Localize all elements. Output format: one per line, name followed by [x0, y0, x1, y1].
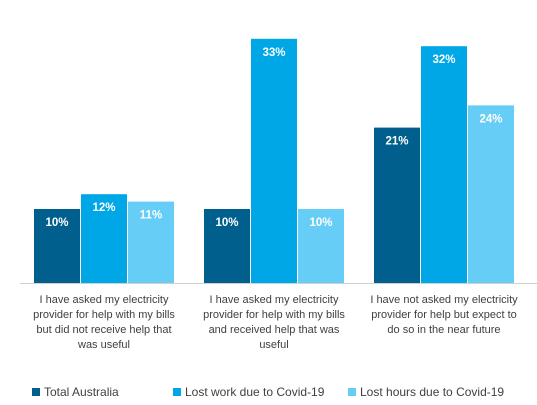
category-label-1-line-1: I have asked my electricity [40, 294, 169, 306]
category-label-1-line-3: but did not receive help that [36, 324, 171, 336]
legend-label-3: Lost hours due to Covid-19 [360, 385, 504, 399]
category-label-2-line-3: and received help that was [209, 324, 340, 336]
bar-1-1 [34, 209, 80, 283]
data-label-3-2: 32% [432, 54, 455, 66]
category-label-1-line-2: provider for help with my bills [33, 309, 175, 321]
data-label-3-3: 24% [479, 113, 502, 125]
legend-swatch-3 [348, 388, 356, 396]
bar-3-1 [374, 127, 420, 283]
category-label-2-line-1: I have asked my electricity [210, 294, 339, 306]
category-labels: I have asked my electricity provider for … [33, 294, 518, 351]
legend-swatch-2 [173, 388, 181, 396]
data-label-1-3: 11% [140, 210, 162, 222]
bar-3-3 [468, 105, 514, 284]
bars-group: 10% 12% 11% 10% 33% 10% 21% 32% 24% [34, 38, 514, 284]
data-label-1-2: 12% [92, 202, 115, 214]
category-label-2-line-4: useful [259, 339, 288, 351]
data-label-2-2: 33% [262, 47, 285, 59]
bar-1-3 [128, 201, 174, 283]
category-label-2-line-2: provider for help with my bills [203, 309, 345, 321]
category-label-3-line-2: provider for help but expect to [371, 309, 517, 321]
bar-3-2 [421, 46, 467, 284]
legend-swatch-1 [32, 388, 40, 396]
legend: Total Australia Lost work due to Covid-19… [32, 385, 504, 399]
legend-label-2: Lost work due to Covid-19 [185, 385, 325, 399]
legend-label-1: Total Australia [44, 385, 119, 399]
category-label-3-line-3: do so in the near future [387, 324, 500, 336]
bar-1-2 [81, 194, 127, 283]
data-label-2-3: 10% [309, 217, 332, 229]
category-label-1-line-4: was useful [77, 339, 130, 351]
data-label-1-1: 10% [45, 217, 68, 229]
bar-2-1 [204, 209, 250, 283]
bar-2-2 [251, 38, 297, 283]
bar-2-3 [298, 209, 344, 283]
category-label-3-line-1: I have not asked my electricity [370, 294, 518, 306]
data-label-2-1: 10% [215, 217, 238, 229]
data-label-3-1: 21% [385, 136, 408, 148]
